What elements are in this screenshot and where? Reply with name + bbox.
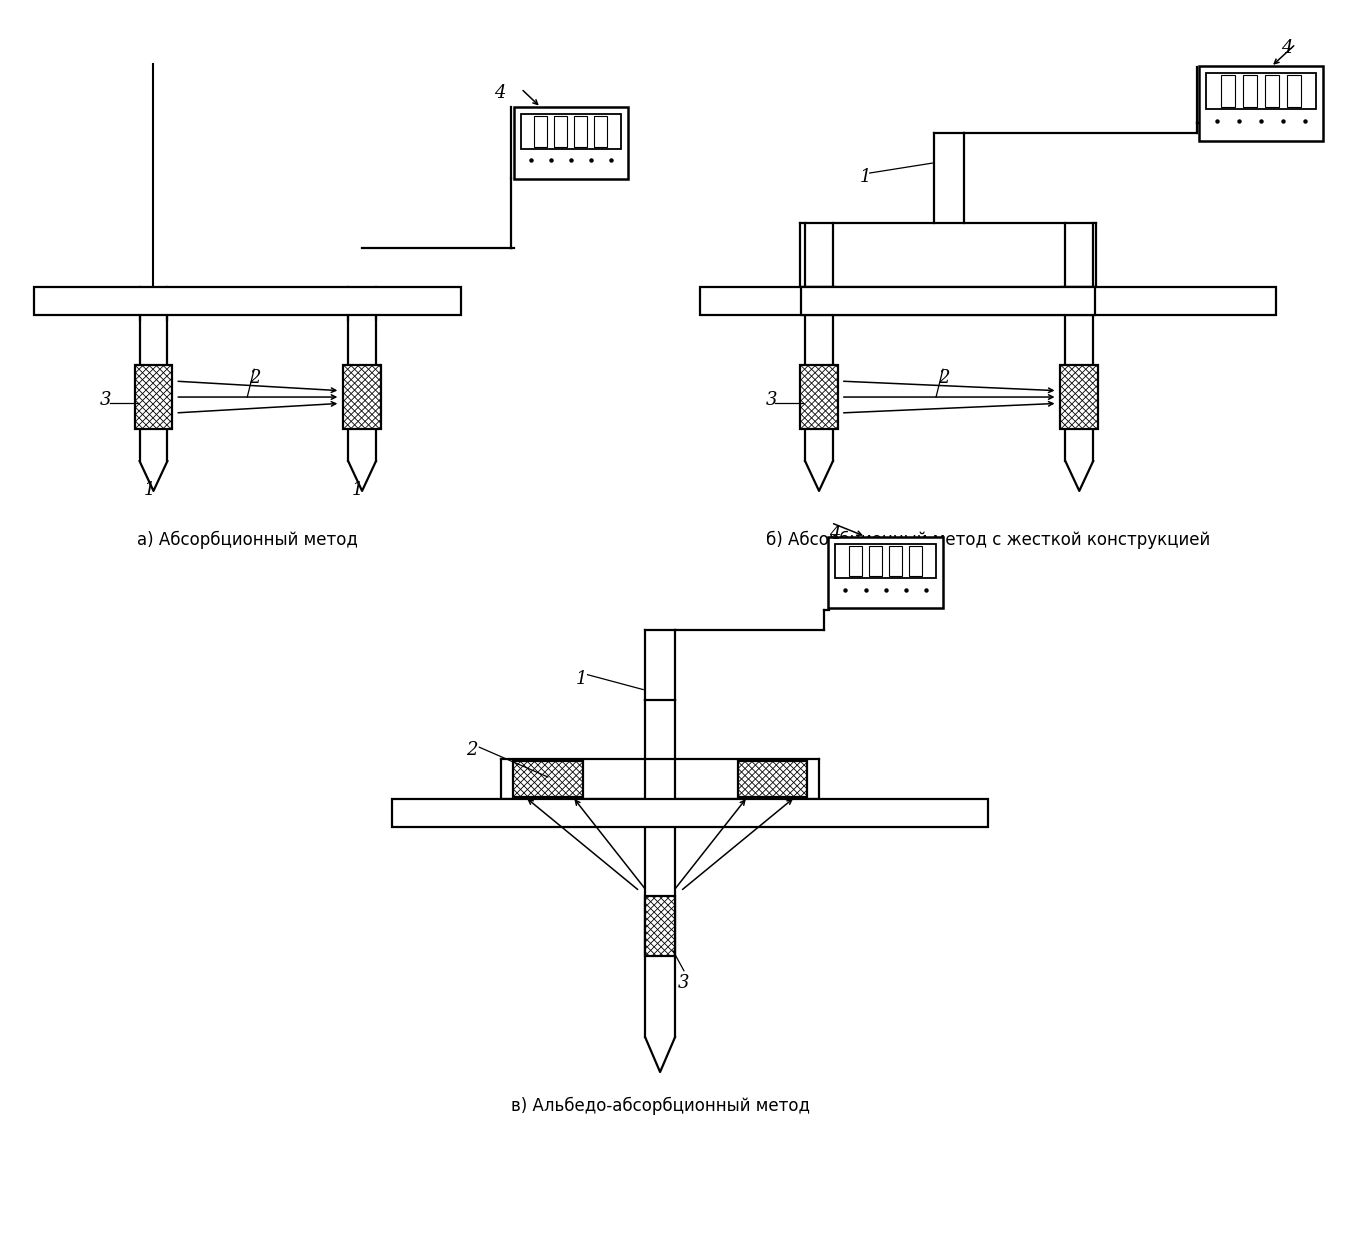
Text: б) Абсорбционный метод с жесткой конструкцией: б) Абсорбционный метод с жесткой констру… xyxy=(766,531,1210,548)
Bar xyxy=(700,287,1276,315)
Bar xyxy=(514,108,627,179)
Bar xyxy=(1287,75,1302,107)
Bar xyxy=(521,114,621,149)
Bar xyxy=(800,365,839,429)
Bar xyxy=(909,546,922,576)
Text: 4: 4 xyxy=(829,525,840,542)
Bar xyxy=(1265,75,1279,107)
Bar xyxy=(836,543,935,577)
Bar xyxy=(1242,75,1257,107)
Text: 2: 2 xyxy=(938,369,949,388)
Text: 3: 3 xyxy=(678,974,689,991)
Text: 1: 1 xyxy=(144,481,155,499)
Text: 1: 1 xyxy=(576,670,587,688)
Bar xyxy=(890,546,902,576)
Bar xyxy=(738,761,808,797)
Bar xyxy=(534,117,546,147)
Bar xyxy=(1061,365,1098,429)
Text: в) Альбедо-абсорбционный метод: в) Альбедо-абсорбционный метод xyxy=(510,1097,809,1116)
Bar xyxy=(645,896,674,956)
Bar xyxy=(849,546,861,576)
Bar xyxy=(343,365,381,429)
Bar xyxy=(575,117,587,147)
Text: 3: 3 xyxy=(100,392,112,409)
Bar xyxy=(870,546,882,576)
Bar xyxy=(135,365,172,429)
Bar xyxy=(1206,73,1316,109)
Text: 1: 1 xyxy=(353,481,363,499)
Bar xyxy=(1199,67,1323,141)
Bar xyxy=(555,117,567,147)
Bar xyxy=(34,287,462,315)
Text: 4: 4 xyxy=(1281,39,1292,56)
Bar xyxy=(595,117,607,147)
Text: 2: 2 xyxy=(466,742,478,759)
Bar xyxy=(513,761,583,797)
Text: а) Абсорбционный метод: а) Абсорбционный метод xyxy=(137,531,358,548)
Text: 3: 3 xyxy=(766,392,777,409)
Bar xyxy=(1221,75,1236,107)
Bar xyxy=(392,799,988,827)
Text: 2: 2 xyxy=(249,369,261,388)
Bar xyxy=(828,537,942,609)
Text: 1: 1 xyxy=(860,168,871,186)
Bar xyxy=(801,287,1096,315)
Text: 4: 4 xyxy=(494,84,505,102)
